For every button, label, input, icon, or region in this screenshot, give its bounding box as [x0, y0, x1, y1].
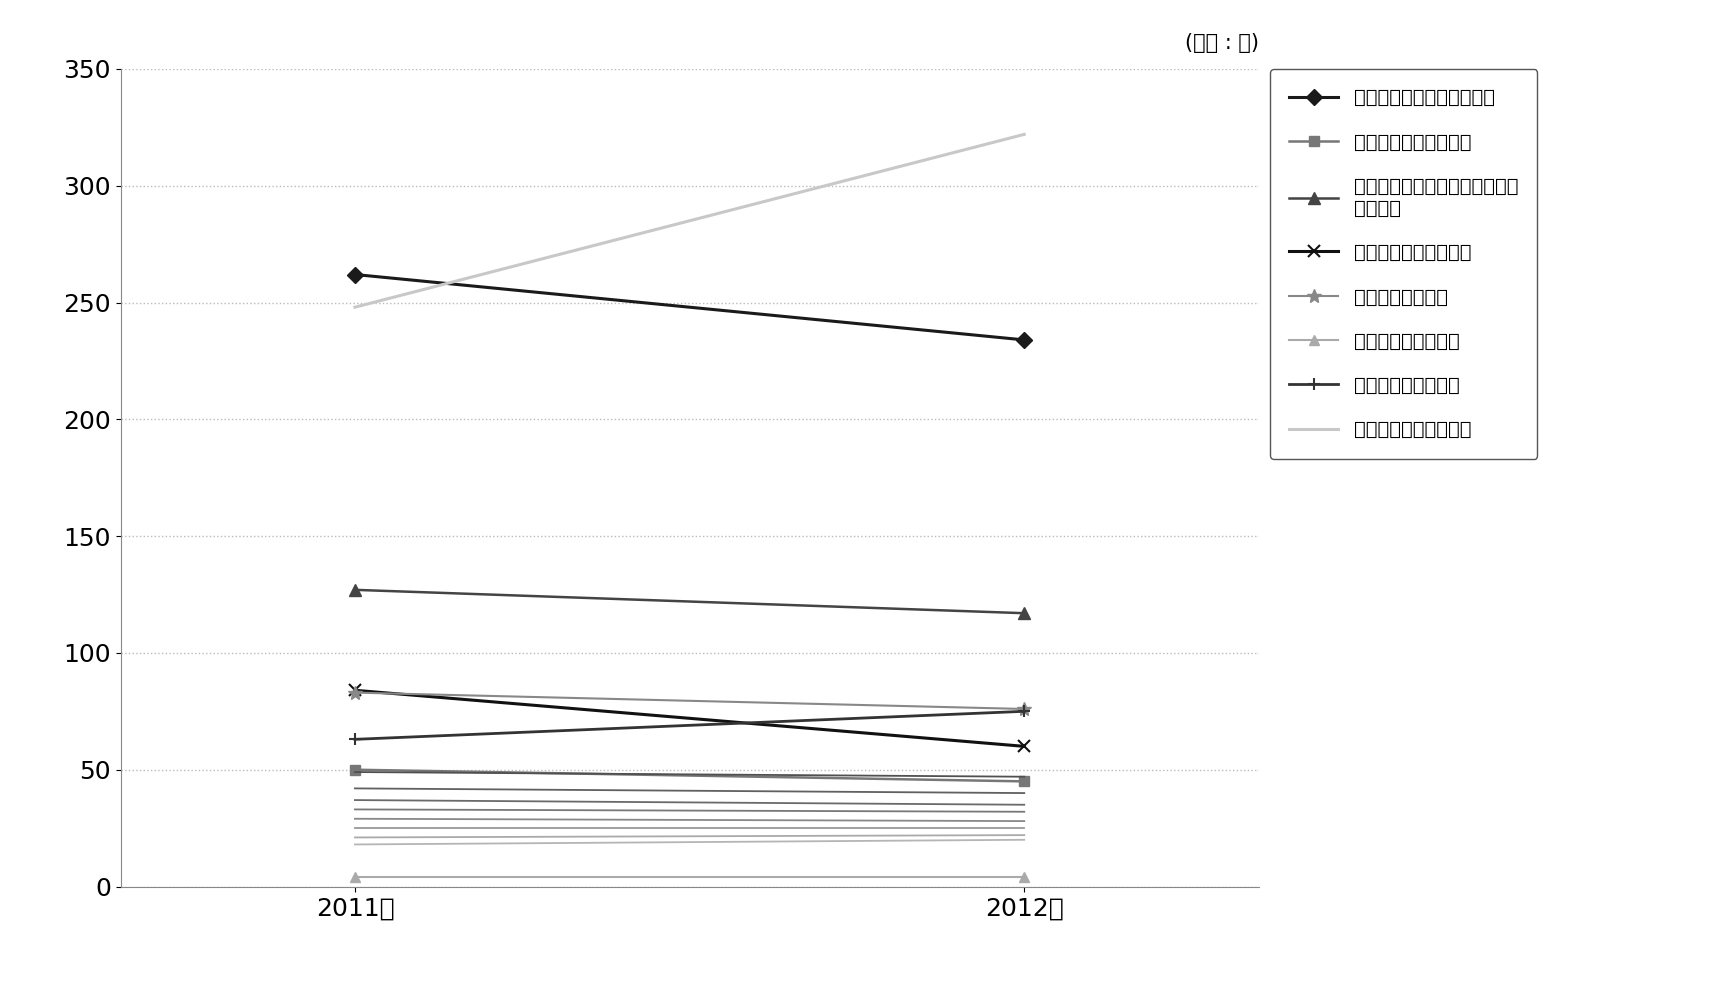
Text: (단위 : 대): (단위 : 대) [1184, 33, 1258, 52]
Legend: 전산화단층엑스선촬영장치, 진단용엑스선촬영장치, 이미지인텐시화이어엑스선투시
촬영장치, 유방촬영용엑스선장치, 이동형엑스선장치, 혈관조영엑스선장치, : 전산화단층엑스선촬영장치, 진단용엑스선촬영장치, 이미지인텐시화이어엑스선투시… [1270, 69, 1537, 459]
